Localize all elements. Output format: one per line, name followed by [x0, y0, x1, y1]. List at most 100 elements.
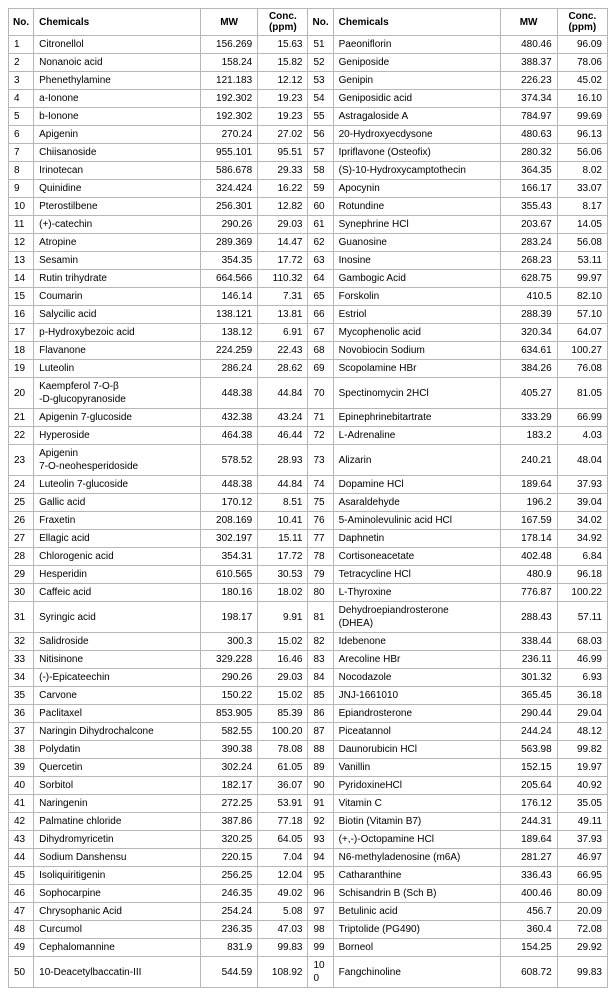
cell-mw: 410.5	[500, 288, 557, 306]
cell-no: 94	[308, 849, 333, 867]
cell-mw: 192.302	[201, 90, 258, 108]
cell-chem: Dopamine HCl	[333, 476, 500, 494]
cell-chem: Daphnetin	[333, 530, 500, 548]
cell-conc: 16.46	[258, 651, 308, 669]
cell-mw: 831.9	[201, 939, 258, 957]
cell-mw: 364.35	[500, 162, 557, 180]
cell-chem: Chlorogenic acid	[34, 548, 201, 566]
table-row: 35Carvone150.2215.0285JNJ-1661010365.453…	[9, 687, 608, 705]
cell-no: 5	[9, 108, 34, 126]
table-row: 44Sodium Danshensu220.157.0494N6-methyla…	[9, 849, 608, 867]
table-row: 10Pterostilbene256.30112.8260Rotundine35…	[9, 198, 608, 216]
cell-conc: 17.72	[258, 252, 308, 270]
cell-conc: 28.62	[258, 360, 308, 378]
cell-conc: 14.05	[557, 216, 607, 234]
cell-conc: 8.51	[258, 494, 308, 512]
cell-mw: 384.26	[500, 360, 557, 378]
cell-mw: 198.17	[201, 602, 258, 633]
cell-conc: 99.97	[557, 270, 607, 288]
cell-no: 19	[9, 360, 34, 378]
cell-conc: 14.47	[258, 234, 308, 252]
cell-conc: 48.12	[557, 723, 607, 741]
cell-no: 89	[308, 759, 333, 777]
cell-mw: 586.678	[201, 162, 258, 180]
table-row: 32Salidroside300.315.0282Idebenone338.44…	[9, 633, 608, 651]
cell-chem: Forskolin	[333, 288, 500, 306]
cell-no: 59	[308, 180, 333, 198]
col-conc-2: Conc.(ppm)	[557, 9, 607, 36]
cell-chem: Idebenone	[333, 633, 500, 651]
table-row: 11(+)-catechin290.2629.0361Synephrine HC…	[9, 216, 608, 234]
cell-mw: 236.11	[500, 651, 557, 669]
cell-chem: Hyperoside	[34, 427, 201, 445]
cell-conc: 33.07	[557, 180, 607, 198]
table-row: 16Salycilic acid138.12113.8166Estriol288…	[9, 306, 608, 324]
cell-chem: Luteolin 7-glucoside	[34, 476, 201, 494]
cell-conc: 96.09	[557, 36, 607, 54]
cell-conc: 49.11	[557, 813, 607, 831]
cell-conc: 68.03	[557, 633, 607, 651]
cell-no: 50	[9, 957, 34, 988]
cell-mw: 192.302	[201, 108, 258, 126]
cell-conc: 46.97	[557, 849, 607, 867]
cell-no: 79	[308, 566, 333, 584]
cell-mw: 390.38	[201, 741, 258, 759]
cell-mw: 301.32	[500, 669, 557, 687]
cell-no: 66	[308, 306, 333, 324]
cell-mw: 167.59	[500, 512, 557, 530]
cell-no: 29	[9, 566, 34, 584]
cell-mw: 338.44	[500, 633, 557, 651]
cell-mw: 448.38	[201, 476, 258, 494]
cell-mw: 281.27	[500, 849, 557, 867]
cell-no: 71	[308, 409, 333, 427]
cell-conc: 95.51	[258, 144, 308, 162]
cell-conc: 66.99	[557, 409, 607, 427]
cell-chem: Nocodazole	[333, 669, 500, 687]
cell-mw: 628.75	[500, 270, 557, 288]
cell-mw: 236.35	[201, 921, 258, 939]
cell-no: 96	[308, 885, 333, 903]
cell-conc: 80.09	[557, 885, 607, 903]
cell-no: 60	[308, 198, 333, 216]
cell-no: 6	[9, 126, 34, 144]
cell-chem: JNJ-1661010	[333, 687, 500, 705]
cell-chem: 10-Deacetylbaccatin-III	[34, 957, 201, 988]
cell-mw: 634.61	[500, 342, 557, 360]
cell-conc: 29.92	[557, 939, 607, 957]
cell-mw: 166.17	[500, 180, 557, 198]
cell-no: 37	[9, 723, 34, 741]
cell-no: 58	[308, 162, 333, 180]
cell-conc: 99.83	[557, 957, 607, 988]
cell-chem: a-Ionone	[34, 90, 201, 108]
cell-conc: 4.03	[557, 427, 607, 445]
cell-mw: 400.46	[500, 885, 557, 903]
cell-no: 93	[308, 831, 333, 849]
cell-chem: Rutin trihydrate	[34, 270, 201, 288]
cell-no: 52	[308, 54, 333, 72]
cell-chem: Nitisinone	[34, 651, 201, 669]
cell-no: 12	[9, 234, 34, 252]
cell-no: 22	[9, 427, 34, 445]
cell-mw: 480.9	[500, 566, 557, 584]
cell-chem: Flavanone	[34, 342, 201, 360]
cell-conc: 8.02	[557, 162, 607, 180]
cell-mw: 544.59	[201, 957, 258, 988]
cell-mw: 178.14	[500, 530, 557, 548]
cell-conc: 7.04	[258, 849, 308, 867]
cell-conc: 29.04	[557, 705, 607, 723]
cell-mw: 853.905	[201, 705, 258, 723]
col-mw-2: MW	[500, 9, 557, 36]
cell-mw: 138.12	[201, 324, 258, 342]
cell-conc: 45.02	[557, 72, 607, 90]
cell-chem: Salycilic acid	[34, 306, 201, 324]
cell-chem: Apigenin7-O-neohesperidoside	[34, 445, 201, 476]
cell-mw: 280.32	[500, 144, 557, 162]
cell-mw: 290.26	[201, 216, 258, 234]
cell-chem: Tetracycline HCl	[333, 566, 500, 584]
cell-conc: 53.91	[258, 795, 308, 813]
cell-conc: 64.07	[557, 324, 607, 342]
cell-mw: 183.2	[500, 427, 557, 445]
cell-conc: 100.22	[557, 584, 607, 602]
cell-chem: Hesperidin	[34, 566, 201, 584]
cell-no: 69	[308, 360, 333, 378]
